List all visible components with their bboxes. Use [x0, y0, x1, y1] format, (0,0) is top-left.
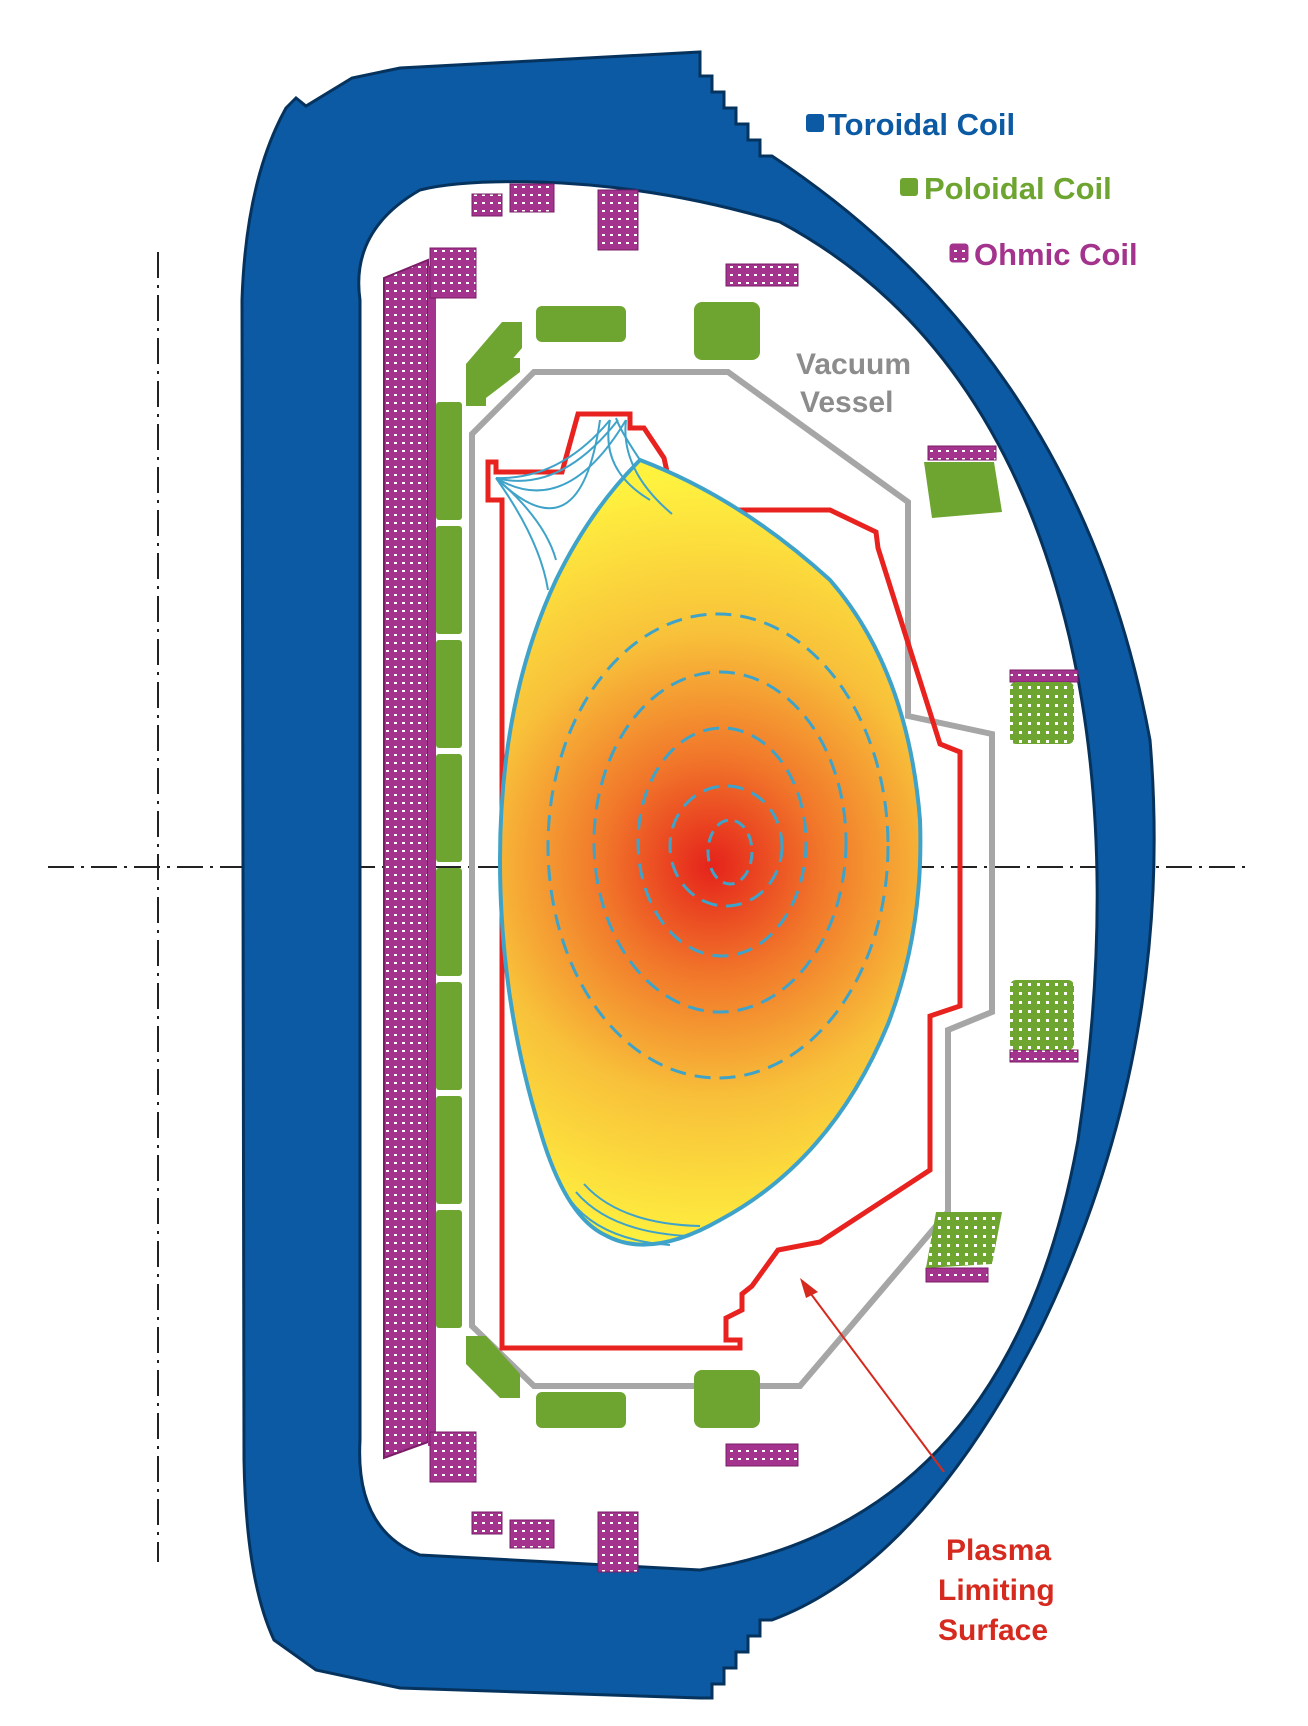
limiter-pointer-line: [807, 1289, 945, 1473]
limiter-label-line1: Plasma: [946, 1534, 1051, 1567]
ohmic-coil-blocks: [429, 183, 1079, 1573]
legend-ohmic-label: Ohmic Coil: [974, 237, 1138, 272]
vacuum-vessel-label-line2: Vessel: [800, 386, 893, 419]
plasma-core: [500, 460, 921, 1245]
poloidal-coils: [436, 302, 1074, 1428]
limiter-label-line2: Limiting: [938, 1574, 1055, 1607]
green-square-icon: [900, 178, 918, 196]
flux-surfaces: [495, 417, 923, 1247]
limiter-label-line3: Surface: [938, 1614, 1048, 1647]
plasma-limiting-surface: [485, 411, 963, 1351]
legend-toroidal-label: Toroidal Coil: [828, 107, 1015, 142]
magenta-coil-square-icon: [949, 243, 969, 263]
legend-poloidal-label: Poloidal Coil: [924, 171, 1112, 206]
toroidal-coil: [240, 50, 1156, 1700]
vacuum-vessel: [469, 369, 995, 1389]
vacuum-vessel-label-line1: Vacuum: [796, 348, 911, 381]
blue-square-icon: [806, 114, 824, 132]
limiter-pointer-arrowhead: [800, 1278, 818, 1298]
ohmic-coil-stack: [383, 258, 436, 1460]
